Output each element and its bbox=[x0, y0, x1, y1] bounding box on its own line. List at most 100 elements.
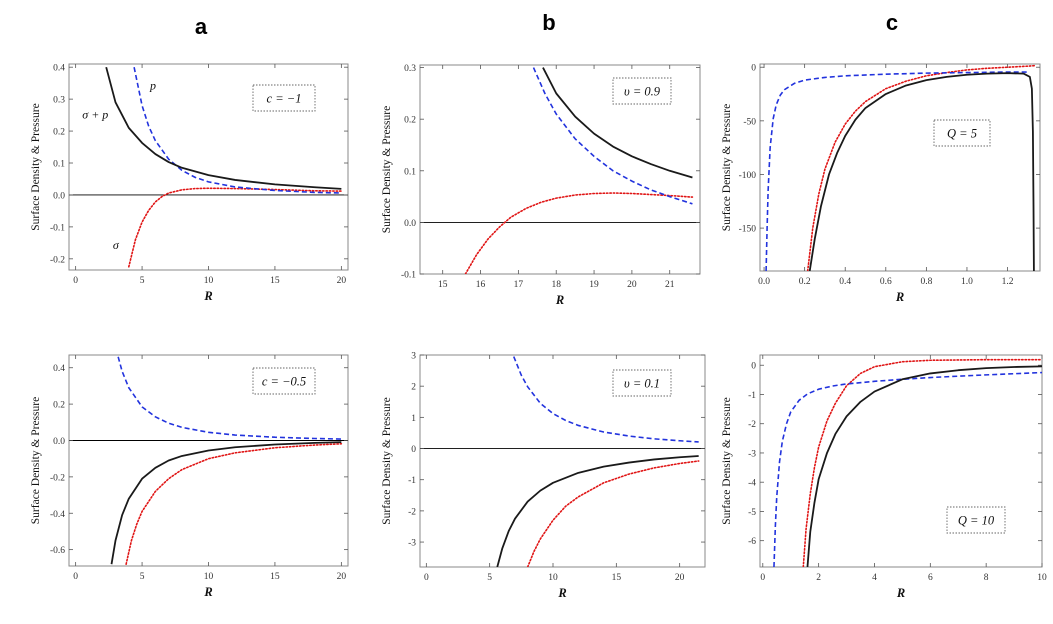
y-axis-title: Surface Density & Pressure bbox=[381, 106, 393, 233]
x-tick-label: 0 bbox=[73, 572, 78, 582]
series-sigma-plus-p-line bbox=[806, 365, 1042, 567]
y-tick-label: 0.0 bbox=[53, 191, 65, 201]
y-tick-label: 3 bbox=[411, 352, 416, 362]
y-tick-label: 0.4 bbox=[53, 64, 65, 74]
x-tick-label: 15 bbox=[270, 276, 280, 286]
y-tick-label: 0.3 bbox=[404, 64, 416, 74]
y-tick-label: -6 bbox=[748, 537, 756, 547]
parameter-label: c = −0.5 bbox=[262, 375, 306, 389]
y-tick-label: 0.4 bbox=[53, 364, 65, 374]
y-tick-label: -0.1 bbox=[50, 223, 65, 233]
plot-frame bbox=[419, 64, 701, 275]
series-p-line bbox=[117, 356, 342, 440]
series-sigma-line bbox=[127, 187, 343, 268]
parameter-label: Q = 10 bbox=[958, 514, 995, 528]
y-tick-label: 0.1 bbox=[404, 167, 416, 177]
x-tick-label: 20 bbox=[337, 572, 347, 582]
x-tick-label: 15 bbox=[438, 280, 448, 290]
curve-label-sigma-plus-p: σ + p bbox=[82, 107, 108, 121]
series-sigma-plus-p-line bbox=[808, 72, 1035, 271]
parameter-box bbox=[933, 119, 991, 147]
plot-frame bbox=[759, 63, 1041, 272]
series-p-line bbox=[765, 71, 1028, 271]
y-tick-label: 0.2 bbox=[53, 128, 65, 138]
column-label-a: a bbox=[195, 14, 208, 39]
parameter-box bbox=[612, 369, 672, 397]
parameter-box bbox=[252, 367, 316, 395]
y-tick-label: -150 bbox=[739, 225, 757, 235]
plot-frame bbox=[759, 354, 1043, 568]
y-tick-label: 0.2 bbox=[53, 401, 65, 411]
y-tick-label: 0.0 bbox=[404, 219, 416, 229]
y-tick-label: -0.2 bbox=[50, 255, 65, 265]
curve-label-sigma: σ bbox=[113, 238, 120, 252]
x-tick-label: 10 bbox=[204, 572, 214, 582]
y-tick-label: 0.0 bbox=[53, 437, 65, 447]
x-axis-title: R bbox=[203, 585, 212, 599]
x-tick-label: 4 bbox=[872, 573, 877, 583]
x-tick-label: 0.8 bbox=[920, 277, 932, 287]
x-tick-label: 2 bbox=[816, 573, 821, 583]
x-tick-label: 0 bbox=[760, 573, 765, 583]
series-p-line bbox=[512, 356, 699, 443]
y-tick-label: 2 bbox=[411, 383, 416, 393]
x-tick-label: 21 bbox=[665, 280, 675, 290]
column-label-c: c bbox=[886, 10, 898, 35]
x-axis-title: R bbox=[555, 293, 564, 307]
x-tick-label: 8 bbox=[984, 573, 989, 583]
x-tick-label: 15 bbox=[612, 573, 622, 583]
x-tick-label: 6 bbox=[928, 573, 933, 583]
y-tick-label: -100 bbox=[739, 171, 757, 181]
y-tick-label: -5 bbox=[748, 508, 756, 518]
x-axis-title: R bbox=[203, 289, 212, 303]
y-axis-title: Surface Density & Pressure bbox=[30, 397, 42, 524]
x-tick-label: 10 bbox=[204, 276, 214, 286]
y-axis-title: Surface Density & Pressure bbox=[721, 397, 733, 524]
y-axis-title: Surface Density & Pressure bbox=[721, 104, 733, 231]
y-tick-label: 0.2 bbox=[404, 116, 416, 126]
y-tick-label: 0.3 bbox=[53, 96, 65, 106]
series-sigma-plus-p-line bbox=[105, 66, 342, 190]
parameter-label: υ = 0.9 bbox=[624, 85, 661, 99]
x-axis-title: R bbox=[557, 586, 566, 600]
y-tick-label: 0.1 bbox=[53, 160, 65, 170]
y-tick-label: -0.1 bbox=[401, 271, 416, 281]
panel-b1: 15 16 17 18 19 20 21 -0.1 0.0 0.1 0.2 0.3 R Surface D… bbox=[381, 64, 701, 307]
panel-b2: 0 5 10 15 20 -3 -2 -1 0 1 2 3 R Surface Density & Pre… bbox=[381, 352, 706, 600]
panel-a1: 0 5 10 15 20 -0.2 -0.1 0.0 0.1 0.2 0.3 0.4 R Surface … bbox=[30, 63, 349, 303]
x-tick-label: 1.2 bbox=[1002, 277, 1014, 287]
y-tick-label: -3 bbox=[748, 449, 756, 459]
y-axis-title: Surface Density & Pressure bbox=[30, 103, 42, 230]
parameter-box bbox=[612, 77, 672, 105]
y-tick-label: 0 bbox=[411, 445, 416, 455]
x-tick-label: 5 bbox=[140, 276, 145, 286]
x-tick-label: 16 bbox=[476, 280, 486, 290]
panel-a2: 0 5 10 15 20 -0.6 -0.4 -0.2 0.0 0.2 0.4 R Surface De… bbox=[30, 354, 349, 599]
curve-label-p: p bbox=[149, 79, 156, 93]
y-tick-label: 1 bbox=[411, 414, 416, 424]
y-tick-label: -0.4 bbox=[50, 510, 65, 520]
plot-frame bbox=[419, 354, 706, 568]
series-sigma-line bbox=[125, 442, 343, 565]
y-tick-label: -4 bbox=[748, 479, 756, 489]
x-tick-label: 5 bbox=[487, 573, 492, 583]
parameter-label: υ = 0.1 bbox=[624, 377, 660, 391]
y-tick-label: -2 bbox=[748, 420, 756, 430]
y-tick-label: -0.2 bbox=[50, 473, 65, 483]
parameter-box bbox=[946, 506, 1006, 534]
series-sigma-line bbox=[806, 64, 1037, 271]
parameter-label: Q = 5 bbox=[947, 127, 977, 141]
x-axis-title: R bbox=[895, 290, 904, 304]
x-tick-label: 17 bbox=[514, 280, 524, 290]
series-sigma-line bbox=[464, 192, 694, 274]
y-tick-label: -1 bbox=[748, 391, 756, 401]
x-tick-label: 5 bbox=[140, 572, 145, 582]
x-tick-label: 0 bbox=[73, 276, 78, 286]
panel-c2: 0 2 4 6 8 10 0 -1 -2 -3 -4 -5 -6 R Surface Density & P… bbox=[721, 354, 1047, 600]
x-axis-title: R bbox=[896, 586, 905, 600]
y-tick-label: 0 bbox=[751, 362, 756, 372]
y-tick-label: 0 bbox=[751, 64, 756, 74]
series-sigma-line bbox=[802, 358, 1042, 567]
y-tick-label: -0.6 bbox=[50, 546, 65, 556]
x-tick-label: 10 bbox=[548, 573, 558, 583]
